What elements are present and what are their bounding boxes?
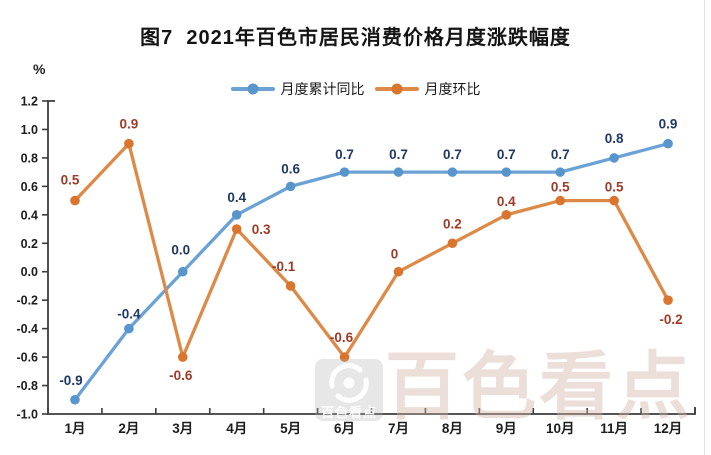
y-tick-label: 0.6 — [21, 180, 38, 194]
x-tick-label: 4月 — [226, 421, 247, 436]
data-label-1: 0.9 — [119, 117, 138, 132]
data-label-1: 0.5 — [605, 180, 624, 195]
x-tick-label: 6月 — [334, 421, 355, 436]
data-point-1 — [285, 281, 296, 291]
data-label-0: 0.7 — [389, 147, 408, 162]
data-label-0: 0.0 — [171, 243, 190, 258]
data-label-1: 0 — [391, 247, 399, 262]
page-right-edge-line — [704, 0, 705, 455]
legend-dot-blue-icon — [247, 83, 258, 95]
series-line-0 — [73, 142, 670, 402]
data-point-0 — [177, 266, 188, 277]
x-tick-label: 11月 — [600, 421, 628, 436]
chart-title: 图7 2021年百色市居民消费价格月度涨跌幅度 — [140, 27, 571, 49]
data-point-1 — [70, 195, 80, 206]
x-tick-label: 1月 — [64, 421, 85, 436]
watermark-swirl-icon — [329, 363, 369, 403]
x-tick-label: 10月 — [546, 421, 575, 436]
y-tick-label: 0.8 — [21, 151, 38, 165]
y-axis-unit-label: % — [33, 61, 46, 77]
data-label-0: 0.7 — [497, 147, 516, 162]
data-point-0 — [124, 323, 134, 334]
data-point-0 — [231, 210, 242, 220]
data-point-1 — [663, 295, 673, 305]
data-label-0: -0.9 — [59, 373, 82, 388]
x-tick-label: 9月 — [496, 421, 517, 436]
data-label-1: 0.4 — [497, 194, 516, 209]
legend-label-cumulative-yoy: 月度累计同比 — [280, 81, 365, 97]
watermark-logo: 百色看点 — [315, 359, 383, 421]
x-tick-label: 3月 — [172, 421, 193, 436]
legend-line-marker-blue-icon — [230, 83, 275, 95]
data-label-0: 0.6 — [281, 161, 300, 176]
y-tick-label: 1.0 — [21, 123, 38, 137]
y-tick-label: 1.2 — [21, 95, 38, 109]
watermark-logo-text: 百色看点 — [320, 405, 377, 420]
x-tick-label: 5月 — [280, 421, 301, 436]
data-point-0 — [393, 167, 404, 177]
legend-item-mom: 月度环比 — [374, 79, 481, 99]
data-label-1: 0.2 — [443, 216, 462, 231]
legend-line-marker-orange-icon — [374, 83, 419, 95]
data-point-0 — [447, 167, 458, 177]
y-tick-label: 0.4 — [21, 208, 38, 222]
data-label-1: -0.2 — [659, 312, 682, 327]
y-tick-label: -0.4 — [16, 322, 38, 336]
x-tick-label: 2月 — [118, 421, 139, 436]
y-tick-label: -0.8 — [16, 379, 38, 393]
legend-item-cumulative-yoy: 月度累计同比 — [230, 79, 365, 99]
data-point-0 — [285, 181, 296, 192]
data-point-0 — [609, 153, 619, 163]
data-label-0: 0.9 — [659, 117, 678, 132]
data-point-1 — [447, 238, 458, 249]
data-label-0: -0.4 — [117, 307, 141, 322]
y-tick-label: 0.2 — [21, 237, 38, 251]
data-point-0 — [70, 394, 80, 405]
data-label-0: 0.7 — [443, 147, 462, 162]
data-point-1 — [501, 210, 512, 220]
x-tick-label: 8月 — [442, 421, 463, 436]
y-tick-label: 0.0 — [21, 265, 38, 279]
data-point-0 — [339, 167, 350, 177]
legend-dot-orange-icon — [391, 83, 402, 95]
data-point-1 — [231, 224, 242, 234]
data-label-1: 0.3 — [252, 222, 271, 237]
series-line-1 — [73, 142, 670, 359]
data-point-0 — [555, 167, 566, 177]
data-label-1: 0.5 — [61, 173, 80, 188]
data-label-0: 0.8 — [605, 131, 624, 146]
watermark-text: 百色看点 — [385, 345, 693, 428]
y-tick-label: -0.2 — [16, 294, 38, 308]
data-point-1 — [177, 352, 188, 362]
data-label-0: 0.7 — [551, 147, 570, 162]
data-label-0: 0.4 — [227, 190, 246, 205]
data-point-1 — [124, 138, 134, 149]
chart-legend: 月度累计同比 月度环比 — [0, 79, 711, 99]
x-tick-label: 12月 — [654, 421, 683, 436]
data-label-1: 0.5 — [551, 180, 570, 195]
data-label-1: -0.1 — [272, 259, 296, 274]
data-point-0 — [663, 138, 673, 149]
data-point-1 — [339, 352, 350, 362]
legend-label-mom: 月度环比 — [424, 81, 481, 97]
x-tick-label: 7月 — [388, 421, 409, 436]
data-point-1 — [609, 195, 619, 206]
data-label-1: -0.6 — [330, 330, 354, 345]
y-tick-label: -0.6 — [16, 351, 38, 365]
data-point-1 — [393, 266, 404, 277]
y-tick-label: -1.0 — [16, 408, 38, 422]
data-point-1 — [555, 195, 566, 206]
data-point-0 — [501, 167, 512, 177]
data-label-0: 0.7 — [335, 147, 354, 162]
data-label-1: -0.6 — [169, 368, 193, 383]
